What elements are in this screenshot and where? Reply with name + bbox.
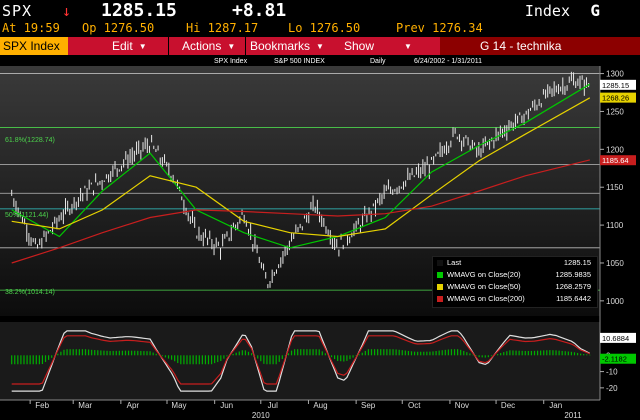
y-tick-label: 1000 — [606, 297, 624, 306]
x-tick-label: Jun — [220, 401, 233, 410]
quote-details: At 19:59 Op 1276.50 Hi 1287.17 Lo 1276.5… — [0, 20, 640, 37]
value-tag-label: 1285.15 — [602, 81, 629, 90]
x-tick-label: May — [171, 401, 186, 410]
y-tick-label: 1200 — [606, 145, 624, 154]
osc-plot-background — [0, 322, 600, 400]
security-field-label: SPX Index — [3, 39, 60, 53]
bookmarks-menu[interactable]: Bookmarks ▼ — [247, 37, 327, 55]
toolbar: SPX Index Edit ▼ Actions ▼ Bookmarks ▼ Show… — [0, 37, 640, 55]
security-field[interactable]: SPX Index — [0, 37, 68, 55]
x-tick-label: Feb — [35, 401, 49, 410]
chart-legend: Last 1285.15 WMAVG on Close(20) 1285.983… — [432, 256, 598, 308]
x-tick-label: Oct — [408, 401, 421, 410]
legend-ma50-label: WMAVG on Close(50) — [447, 282, 521, 291]
security-type-label: Index — [524, 2, 570, 20]
y-tick-label: 1050 — [606, 259, 624, 268]
high-price: Hi 1287.17 — [186, 21, 259, 35]
chart-security-name: SPX Index — [214, 58, 248, 65]
value-tag — [600, 155, 636, 166]
chart-date-range: 6/24/2002 - 1/31/2011 — [414, 58, 482, 65]
caret-down-icon: ▼ — [316, 41, 324, 51]
quote-header: SPX ↓ 1285.15 +8.81 Index G — [0, 0, 640, 22]
osc-value-tag — [600, 332, 636, 343]
price-chart[interactable]: 1000 1050 1100 1150 1200 1250 1300 1285.15 1268.… — [0, 56, 640, 420]
x-tick-label: Jul — [268, 401, 278, 410]
x-year-label: 2011 — [564, 411, 582, 420]
x-tick-label: Jan — [549, 401, 562, 410]
down-arrow-icon: ↓ — [62, 2, 72, 20]
ma-line-2 — [11, 97, 591, 238]
osc-signal-line — [11, 335, 591, 385]
caret-down-icon: ▼ — [404, 41, 412, 51]
edit-menu[interactable]: Edit ▼ — [92, 37, 164, 55]
x-tick-label: Aug — [313, 401, 327, 410]
fib-618-label: 61.8%(1228.74) — [5, 137, 55, 144]
legend-ma50-value: 1268.2579 — [555, 282, 591, 291]
actions-menu[interactable]: Actions ▼ — [170, 37, 242, 55]
open-price: Op 1276.50 — [82, 21, 155, 35]
y-tick-label: 1150 — [606, 183, 624, 192]
ma-line-3 — [11, 159, 590, 264]
osc-value-tag-label: 10.6884 — [602, 334, 629, 343]
function-label: G — [590, 1, 600, 20]
legend-swatch-ma50 — [437, 284, 443, 290]
chart-security-desc: S&P 500 INDEX — [274, 58, 325, 65]
legend-last-label: Last — [447, 258, 462, 267]
x-tick-label: Mar — [78, 401, 92, 410]
caret-down-icon: ▼ — [227, 41, 236, 51]
legend-swatch-ma20 — [437, 272, 443, 278]
osc-value-tag-label: -2.1182 — [602, 355, 627, 364]
legend-ma200-label: WMAVG on Close(200) — [447, 294, 525, 303]
bookmarks-menu-label: Bookmarks — [250, 39, 311, 53]
ticker-symbol[interactable]: SPX — [2, 2, 33, 20]
x-tick-label: Dec — [501, 401, 515, 410]
y-tick-label: 1250 — [606, 107, 624, 116]
osc-value-tag — [600, 353, 636, 364]
x-year-label: 2010 — [252, 411, 270, 420]
chart-frequency: Daily — [370, 58, 386, 65]
osc-tick-label: -20 — [606, 384, 618, 393]
fib-382-label: 38.2%(1014.14) — [5, 289, 55, 296]
prev-close: Prev 1276.34 — [396, 21, 483, 35]
osc-tick-label: -10 — [606, 368, 618, 377]
legend-ma20-label: WMAVG on Close(20) — [447, 270, 521, 279]
legend-swatch-ma200 — [437, 296, 443, 302]
edit-menu-label: Edit — [112, 39, 133, 53]
actions-menu-label: Actions — [182, 39, 222, 53]
y-tick-label: 1100 — [606, 221, 624, 230]
ma-line-1 — [11, 83, 591, 249]
y-tick-label: 1300 — [606, 70, 624, 79]
caret-down-icon: ▼ — [138, 41, 147, 51]
value-tag-label: 1185.64 — [602, 156, 629, 165]
x-tick-label: Sep — [361, 401, 376, 410]
chart-title: G 14 - technika — [480, 39, 562, 53]
legend-swatch-last — [437, 260, 443, 266]
chart-title-bar: G 14 - technika — [440, 37, 640, 55]
value-tag-label: 1268.26 — [602, 94, 629, 103]
low-price: Lo 1276.50 — [288, 21, 361, 35]
x-tick-label: Nov — [455, 401, 469, 410]
legend-ma200-value: 1185.6442 — [556, 294, 591, 303]
show-menu[interactable]: Show ▼ — [334, 37, 434, 55]
x-tick-label: Apr — [127, 401, 140, 410]
fib-50-label: 50%(1121.44) — [5, 212, 49, 219]
legend-last-value: 1285.15 — [563, 258, 591, 267]
last-price: 1285.15 — [101, 0, 177, 21]
value-tag — [600, 92, 636, 103]
price-change: +8.81 — [232, 0, 287, 21]
show-menu-label: Show — [344, 39, 375, 53]
quote-time: At 19:59 — [2, 21, 60, 35]
value-tag — [600, 79, 636, 90]
legend-ma20-value: 1285.9835 — [555, 270, 591, 279]
